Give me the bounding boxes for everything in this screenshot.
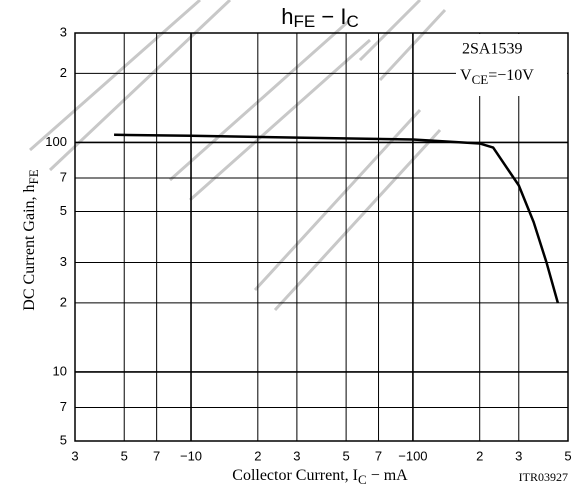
x-tick-label: 5 [564,448,571,463]
y-tick-label: 100 [45,134,67,149]
y-tick-label: 5 [60,203,67,218]
y-tick-label: 7 [60,169,67,184]
annotation-box [456,34,567,96]
y-axis-label: DC Current Gain, hFE [21,169,41,310]
x-tick-label: 7 [153,448,160,463]
annotation: 2SA1539 [462,41,522,58]
x-tick-label: 2 [476,448,483,463]
x-axis-label: Collector Current, IC − mA [232,467,408,487]
y-tick-label: 7 [60,399,67,414]
x-tick-label: 3 [293,448,300,463]
figure-code: ITR03927 [519,470,568,484]
watermark [29,0,447,312]
x-tick-label: 7 [375,448,382,463]
data-line [114,133,560,304]
y-tick-label: 10 [53,363,67,378]
x-tick-label: 5 [121,448,128,463]
x-tick-label: 5 [342,448,349,463]
y-tick-label: 5 [60,432,67,447]
plot-frame [74,32,569,442]
x-tick-label: 2 [254,448,261,463]
y-tick-label: 2 [60,294,67,309]
y-tick-label: 2 [60,65,67,80]
x-tick-label: 3 [71,448,78,463]
y-tick-label: 3 [60,24,67,39]
x-tick-label: 3 [515,448,522,463]
x-tick-label: −100 [398,448,427,463]
annotation-part: =−10V [488,67,534,84]
annotation: VCE=−10V [460,67,534,87]
annotation-part: CE [472,72,489,87]
chart-title: hFE − IC [281,4,358,32]
annotation-part: V [460,67,472,84]
y-tick-label: 3 [60,254,67,269]
x-tick-label: −10 [180,448,202,463]
